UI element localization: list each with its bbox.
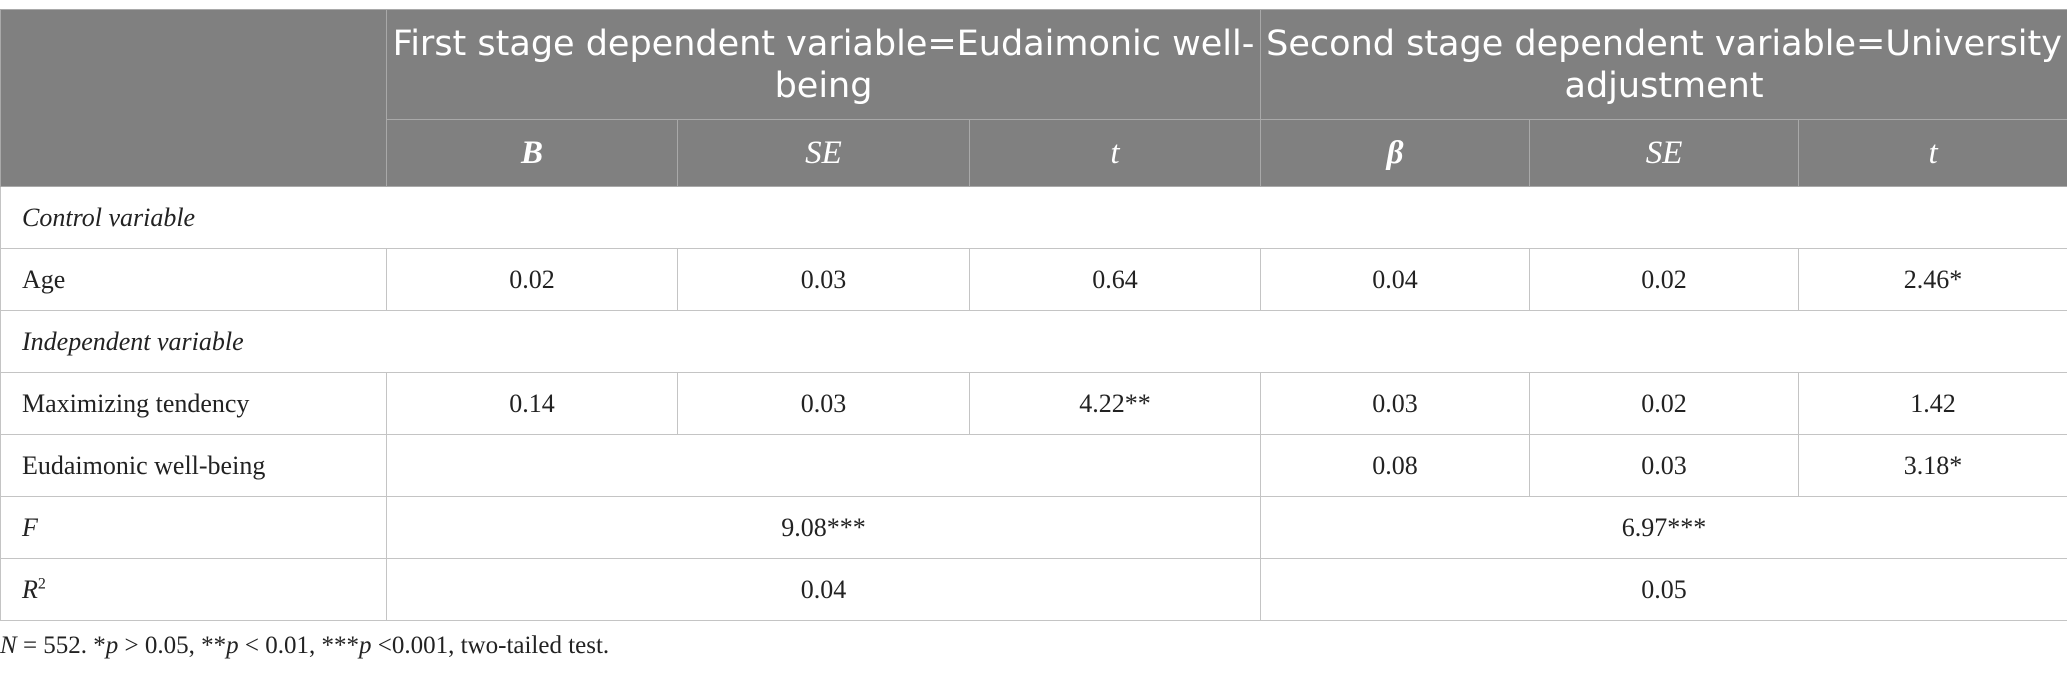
cell: 1.42 xyxy=(1798,372,2067,435)
cell: 0.02 xyxy=(1529,372,1800,435)
data-row: Maximizing tendency 0.14 0.03 4.22** 0.03 0… xyxy=(0,372,2067,435)
table-header: First stage dependent variable=Eudaimoni… xyxy=(0,9,2067,187)
label-main: R xyxy=(22,574,38,604)
column-header: B xyxy=(386,119,678,187)
footnote: N = 552. *p > 0.05, **p < 0.01, ***p <0.… xyxy=(0,632,609,660)
results-table: First stage dependent variable=Eudaimoni… xyxy=(0,9,2067,621)
cell: 0.64 xyxy=(968,248,1262,311)
cell: 4.22** xyxy=(968,372,1262,435)
table-body: Control variable Age 0.02 0.03 0.64 0.04 0.… xyxy=(0,186,2067,621)
section-label: Control variable xyxy=(0,186,2067,249)
header-column-row: B SE t β SE t xyxy=(1,119,2067,187)
data-row: Age 0.02 0.03 0.64 0.04 0.02 2.46* xyxy=(0,248,2067,311)
row-label: Maximizing tendency xyxy=(0,372,387,435)
corner-cell xyxy=(0,9,387,187)
cell: 0.03 xyxy=(1529,434,1800,497)
cell: 0.08 xyxy=(1260,434,1531,497)
cell: 0.03 xyxy=(677,248,970,311)
column-header: SE xyxy=(1529,119,1800,187)
footnote-part: p xyxy=(226,632,239,659)
data-row: Eudaimonic well-being 0.08 0.03 3.18* xyxy=(0,434,2067,497)
section-row: Control variable xyxy=(0,186,2067,249)
row-label: F xyxy=(0,496,387,559)
column-header: SE xyxy=(677,119,970,187)
footnote-part: < 0.01, *** xyxy=(238,632,360,659)
group-header: First stage dependent variable=Eudaimoni… xyxy=(385,9,1262,120)
column-header: t xyxy=(968,119,1262,187)
section-label: Independent variable xyxy=(0,310,2067,373)
column-header: β xyxy=(1260,119,1531,187)
cell: 6.97*** xyxy=(1260,496,2067,559)
cell: 0.03 xyxy=(677,372,970,435)
empty-cell xyxy=(385,434,1262,497)
header-group-row: First stage dependent variable=Eudaimoni… xyxy=(0,9,2067,187)
cell: 0.03 xyxy=(1260,372,1531,435)
cell: 0.05 xyxy=(1260,558,2067,621)
cell: 3.18* xyxy=(1798,434,2067,497)
cell: 0.04 xyxy=(1260,248,1531,311)
row-label: R2 xyxy=(0,558,387,621)
row-label: Age xyxy=(0,248,387,311)
footnote-part: <0.001, two-tailed test. xyxy=(371,632,610,659)
column-header: t xyxy=(1798,119,2067,187)
group-header: Second stage dependent variable=Universi… xyxy=(1260,9,2067,120)
footnote-part: = 552. * xyxy=(16,632,106,659)
data-row: F 9.08*** 6.97*** xyxy=(0,496,2067,559)
footnote-part: > 0.05, ** xyxy=(118,632,227,659)
cell: 9.08*** xyxy=(385,496,1262,559)
section-row: Independent variable xyxy=(0,310,2067,373)
cell: 0.02 xyxy=(386,248,678,311)
cell: 2.46* xyxy=(1798,248,2067,311)
cell: 0.14 xyxy=(386,372,678,435)
footnote-part: p xyxy=(105,632,119,659)
cell: 0.02 xyxy=(1529,248,1800,311)
row-label: Eudaimonic well-being xyxy=(0,434,387,497)
data-row: R2 0.04 0.05 xyxy=(0,558,2067,621)
footnote-part: p xyxy=(359,632,372,659)
label-superscript: 2 xyxy=(37,574,46,592)
footnote-part: N xyxy=(0,632,17,659)
cell: 0.04 xyxy=(385,558,1262,621)
